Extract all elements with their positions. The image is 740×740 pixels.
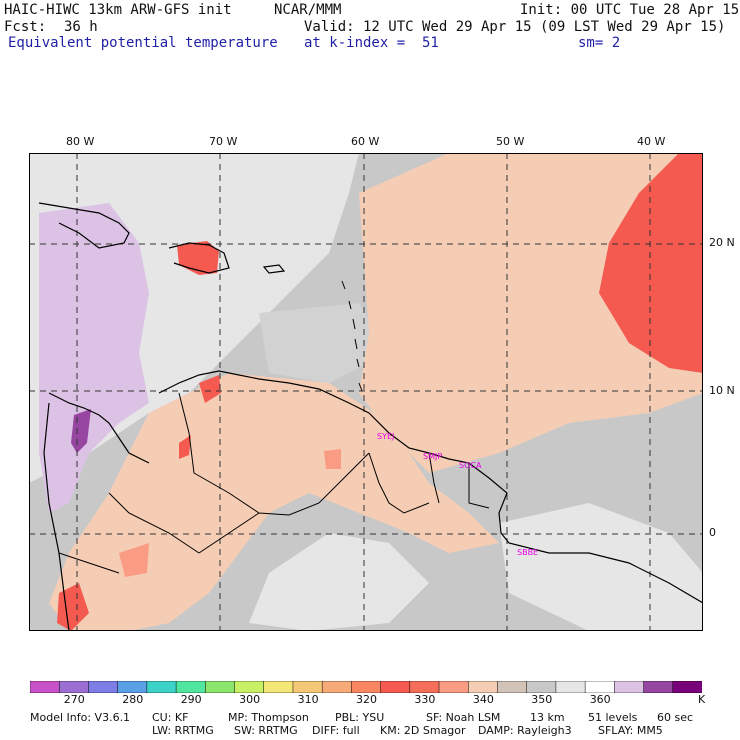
colorbar-tick-label: 280 bbox=[122, 693, 144, 706]
station-smjp: SMJP bbox=[423, 452, 442, 461]
colorbar-swatch bbox=[380, 681, 411, 693]
footer-damp: DAMP: Rayleigh3 bbox=[478, 724, 572, 737]
colorbar-swatch bbox=[88, 681, 119, 693]
colorbar-tick-label: 310 bbox=[297, 693, 319, 706]
colorbar-swatch bbox=[584, 681, 616, 693]
org-label: NCAR/MMM bbox=[274, 2, 342, 18]
footer-timestep: 60 sec bbox=[657, 711, 694, 724]
lesser-antilles bbox=[341, 280, 363, 392]
footer-model-info: Model Info: V3.6.1 bbox=[30, 711, 131, 724]
colorbar-swatch bbox=[351, 681, 382, 693]
footer-diff: DIFF: full bbox=[312, 724, 360, 737]
colorbar-tick-label: 360 bbox=[589, 693, 611, 706]
colorbar-tick-label: 320 bbox=[356, 693, 377, 706]
map-frame bbox=[29, 153, 703, 631]
footer-resolution: 13 km bbox=[530, 711, 565, 724]
light-gray-region-amazon bbox=[249, 533, 429, 631]
footer-sw: SW: RRTMG bbox=[234, 724, 298, 737]
footer-cu: CU: KF bbox=[152, 711, 189, 724]
colorbar-swatch bbox=[117, 681, 148, 693]
gray-region-eastern-caribbean bbox=[259, 303, 389, 383]
colorbar-swatch bbox=[497, 681, 528, 693]
light-gray-region-brazil-coast bbox=[499, 503, 703, 631]
lon-label-80w: 80 W bbox=[66, 135, 95, 148]
colorbar-swatch bbox=[234, 681, 265, 693]
colorbar-swatch bbox=[263, 681, 294, 693]
red-patch-hispaniola bbox=[177, 241, 219, 275]
colorbar-tick-label: 300 bbox=[239, 693, 261, 706]
forecast-label: Fcst: bbox=[4, 19, 47, 35]
model-title: HAIC-HIWC 13km ARW-GFS init bbox=[4, 2, 232, 18]
salmon-patch-colombia bbox=[119, 543, 149, 577]
colorbar bbox=[30, 681, 702, 693]
red-patch-peru bbox=[57, 583, 89, 631]
colorbar-swatch bbox=[321, 681, 353, 693]
footer-lw: LW: RRTMG bbox=[152, 724, 214, 737]
lat-lon-grid bbox=[29, 153, 703, 631]
lat-label-eq: 0 bbox=[709, 526, 716, 539]
colorbar-swatch bbox=[555, 681, 586, 693]
field-name: Equivalent potential temperature bbox=[8, 35, 278, 51]
colorbar-swatch bbox=[175, 681, 207, 693]
lat-label-20n: 20 N bbox=[709, 236, 735, 249]
salmon-patch-guyana bbox=[324, 449, 341, 469]
footer-levels: 51 levels bbox=[588, 711, 638, 724]
level-label: at k-index = 51 bbox=[304, 35, 439, 51]
colorbar-tick-label: 270 bbox=[63, 693, 85, 706]
colorbar-tick-label: 350 bbox=[531, 693, 553, 706]
lon-label-60w: 60 W bbox=[351, 135, 380, 148]
lon-label-50w: 50 W bbox=[496, 135, 525, 148]
init-time: Init: 00 UTC Tue 28 Apr 15 bbox=[520, 2, 740, 18]
footer-sflay: SFLAY: MM5 bbox=[598, 724, 663, 737]
red-patch-andes bbox=[179, 435, 191, 459]
valid-time: Valid: 12 UTC Wed 29 Apr 15 (09 LST Wed … bbox=[304, 19, 726, 35]
station-sbbe: SBBE bbox=[517, 548, 538, 557]
colorbar-swatch bbox=[205, 681, 236, 693]
colorbar-tick-label: 340 bbox=[472, 693, 494, 706]
peach-region-south-america bbox=[49, 373, 499, 631]
colorbar-swatch bbox=[614, 681, 645, 693]
colorbar-swatch bbox=[292, 681, 323, 693]
lon-label-40w: 40 W bbox=[637, 135, 666, 148]
footer-km: KM: 2D Smagor bbox=[380, 724, 466, 737]
country-borders bbox=[58, 392, 490, 574]
colorbar-swatch bbox=[146, 681, 177, 693]
station-soca: SOCA bbox=[459, 461, 482, 470]
red-region-warm-pool bbox=[599, 153, 703, 373]
colorbar-swatch bbox=[438, 681, 470, 693]
station-syej: SYEJ bbox=[377, 432, 394, 441]
colorbar-swatch bbox=[643, 681, 674, 693]
theta-e-map: SYEJ SMJP SOCA SBBE bbox=[29, 153, 703, 631]
red-patch-maracaibo bbox=[199, 375, 221, 403]
lon-label-70w: 70 W bbox=[209, 135, 238, 148]
purple-region-panama bbox=[71, 409, 91, 453]
colorbar-swatch bbox=[409, 681, 440, 693]
colorbar-swatch bbox=[526, 681, 557, 693]
colorbar-swatch bbox=[30, 681, 60, 693]
colorbar-tick-label: 290 bbox=[180, 693, 202, 706]
colorbar-swatch bbox=[672, 681, 702, 693]
lat-label-10n: 10 N bbox=[709, 384, 735, 397]
coastlines bbox=[38, 202, 703, 631]
forecast-hour: 36 h bbox=[64, 19, 98, 35]
smoothing-label: sm= 2 bbox=[578, 35, 621, 51]
colorbar-swatch bbox=[58, 681, 90, 693]
footer-mp: MP: Thompson bbox=[228, 711, 309, 724]
lavender-region-central-america bbox=[39, 203, 149, 513]
colorbar-unit: K bbox=[698, 693, 706, 706]
footer-sf: SF: Noah LSM bbox=[426, 711, 501, 724]
colorbar-swatch bbox=[468, 681, 499, 693]
footer-pbl: PBL: YSU bbox=[335, 711, 385, 724]
colorbar-tick-label: 330 bbox=[414, 693, 436, 706]
